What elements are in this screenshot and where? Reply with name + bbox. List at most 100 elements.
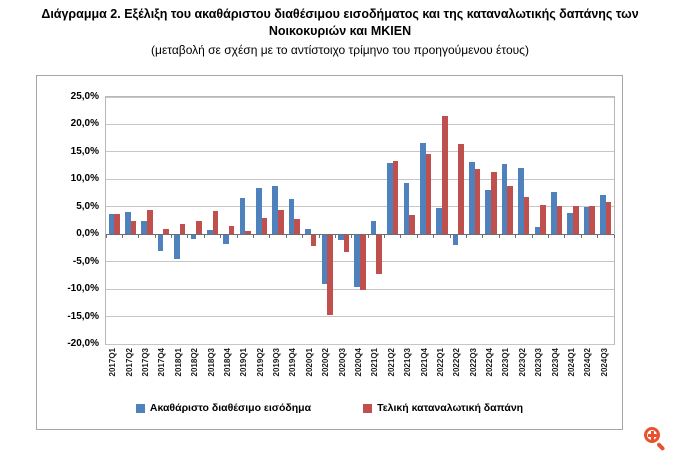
bar-consumption-2020Q1 bbox=[310, 235, 317, 246]
x-tick-label: 2021Q1 bbox=[370, 348, 380, 377]
bar-consumption-2018Q4 bbox=[228, 225, 235, 235]
bar-consumption-2019Q1 bbox=[245, 230, 251, 235]
bar-consumption-2018Q1 bbox=[179, 224, 186, 235]
x-tick-label: 2023Q4 bbox=[550, 348, 560, 377]
axis-tick bbox=[515, 235, 517, 239]
bar-income-2023Q1 bbox=[501, 163, 508, 235]
bar-income-2018Q4 bbox=[223, 235, 229, 244]
magnifier-plus-icon-bar-v bbox=[650, 430, 654, 440]
chart-legend: Ακαθάριστο διαθέσιμο εισόδημα Τελική κατ… bbox=[37, 402, 622, 414]
bar-consumption-2017Q2 bbox=[130, 220, 137, 235]
magnifier-handle bbox=[656, 442, 666, 452]
x-tick-label: 2017Q4 bbox=[157, 348, 167, 377]
x-tick-label: 2023Q1 bbox=[501, 348, 511, 377]
legend-label-consumption: Τελική καταναλωτική δαπάνη bbox=[377, 402, 524, 414]
x-tick-label: 2022Q1 bbox=[435, 348, 445, 377]
bar-income-2019Q3 bbox=[272, 186, 279, 235]
axis-tick bbox=[105, 235, 107, 239]
x-tick-label: 2017Q1 bbox=[108, 348, 118, 377]
x-tick-label: 2024Q2 bbox=[583, 348, 593, 377]
axis-tick bbox=[498, 235, 500, 239]
axis-tick bbox=[597, 235, 599, 239]
gridline bbox=[106, 123, 614, 125]
bar-consumption-2024Q3 bbox=[605, 202, 612, 235]
gridline bbox=[106, 343, 614, 345]
chart-title-block: Διάγραμμα 2. Εξέλιξη του ακαθάριστου δια… bbox=[0, 6, 680, 59]
x-tick-label: 2021Q3 bbox=[403, 348, 413, 377]
bar-consumption-2023Q3 bbox=[540, 204, 546, 235]
bar-consumption-2019Q4 bbox=[294, 219, 301, 235]
y-tick-label: 10,0% bbox=[70, 173, 99, 185]
bar-consumption-2021Q2 bbox=[392, 160, 399, 235]
x-tick-label: 2022Q3 bbox=[468, 348, 478, 377]
y-tick-label: -10,0% bbox=[67, 283, 99, 295]
x-tick-label: 2017Q3 bbox=[140, 348, 150, 377]
axis-tick bbox=[613, 235, 615, 239]
axis-tick bbox=[318, 235, 320, 239]
axis-tick bbox=[351, 235, 353, 239]
axis-tick bbox=[416, 235, 418, 239]
axis-tick bbox=[547, 235, 549, 239]
bar-consumption-2022Q4 bbox=[491, 172, 497, 235]
y-tick-label: -20,0% bbox=[67, 338, 99, 349]
axis-tick bbox=[154, 235, 156, 239]
bar-consumption-2023Q1 bbox=[507, 186, 514, 235]
x-tick-label: 2023Q3 bbox=[534, 348, 544, 377]
x-tick-label: 2020Q2 bbox=[321, 348, 331, 377]
chart-container: 25,0% 20,0% 15,0% 10,0% 5,0% 0,0% -5,0% -10,0% -… bbox=[36, 75, 623, 430]
axis-tick bbox=[171, 235, 173, 239]
bar-income-2021Q3 bbox=[403, 182, 410, 235]
axis-tick bbox=[400, 235, 402, 239]
bar-consumption-2021Q1 bbox=[376, 235, 382, 274]
x-tick-label: 2020Q4 bbox=[354, 348, 363, 377]
bar-income-2018Q2 bbox=[190, 235, 197, 240]
legend-label-income: Ακαθάριστο διαθέσιμο εισόδημα bbox=[149, 402, 312, 414]
x-tick-label: 2018Q2 bbox=[190, 348, 200, 377]
bar-income-2022Q3 bbox=[469, 161, 475, 235]
legend-swatch-consumption bbox=[363, 403, 373, 413]
bar-consumption-2020Q4 bbox=[360, 235, 366, 290]
bar-consumption-2019Q2 bbox=[261, 217, 268, 235]
bar-consumption-2022Q2 bbox=[458, 143, 464, 235]
bar-income-2022Q4 bbox=[485, 189, 492, 235]
bar-income-2022Q2 bbox=[452, 235, 459, 246]
legend-swatch-income bbox=[135, 403, 145, 413]
y-tick-label: -15,0% bbox=[67, 310, 99, 322]
gridline bbox=[106, 316, 614, 318]
bar-income-2019Q4 bbox=[288, 199, 295, 235]
axis-tick bbox=[302, 235, 304, 239]
bar-consumption-2017Q1 bbox=[114, 214, 120, 235]
bar-income-2023Q3 bbox=[534, 226, 541, 235]
x-tick-label: 2020Q1 bbox=[304, 348, 314, 377]
bar-income-2017Q2 bbox=[124, 211, 131, 235]
x-tick-label: 2021Q4 bbox=[419, 348, 429, 377]
x-tick-label: 2019Q3 bbox=[272, 348, 282, 377]
plot-area: 25,0% 20,0% 15,0% 10,0% 5,0% 0,0% -5,0% -10,0% -… bbox=[67, 91, 615, 376]
legend-item-consumption: Τελική καταναλωτική δαπάνη bbox=[363, 402, 523, 414]
bar-consumption-2018Q3 bbox=[212, 211, 219, 235]
x-tick-label: 2019Q1 bbox=[239, 348, 249, 377]
bar-consumption-2024Q1 bbox=[573, 205, 579, 235]
y-tick-label: 15,0% bbox=[70, 145, 99, 157]
bar-income-2023Q2 bbox=[518, 167, 524, 235]
bar-consumption-2021Q4 bbox=[425, 154, 432, 235]
axis-tick bbox=[121, 235, 123, 239]
axis-tick bbox=[187, 235, 189, 239]
x-tick-label: 2019Q2 bbox=[255, 348, 265, 377]
gridline bbox=[106, 206, 614, 208]
bar-consumption-2020Q2 bbox=[327, 235, 333, 316]
axis-tick bbox=[236, 235, 238, 239]
axis-tick bbox=[252, 235, 254, 239]
bar-consumption-2018Q2 bbox=[196, 221, 202, 235]
zoom-in-button[interactable] bbox=[642, 425, 672, 455]
gridline bbox=[106, 151, 614, 153]
bar-income-2021Q2 bbox=[387, 163, 393, 235]
bar-consumption-2023Q2 bbox=[523, 196, 530, 235]
bar-income-2020Q2 bbox=[321, 235, 328, 285]
bar-consumption-2017Q4 bbox=[163, 228, 169, 235]
gridline bbox=[106, 178, 614, 180]
bar-income-2020Q1 bbox=[305, 228, 311, 235]
bar-income-2023Q4 bbox=[551, 191, 557, 235]
x-tick-label: 2020Q3 bbox=[337, 348, 347, 377]
y-tick-label: 5,0% bbox=[76, 200, 99, 212]
